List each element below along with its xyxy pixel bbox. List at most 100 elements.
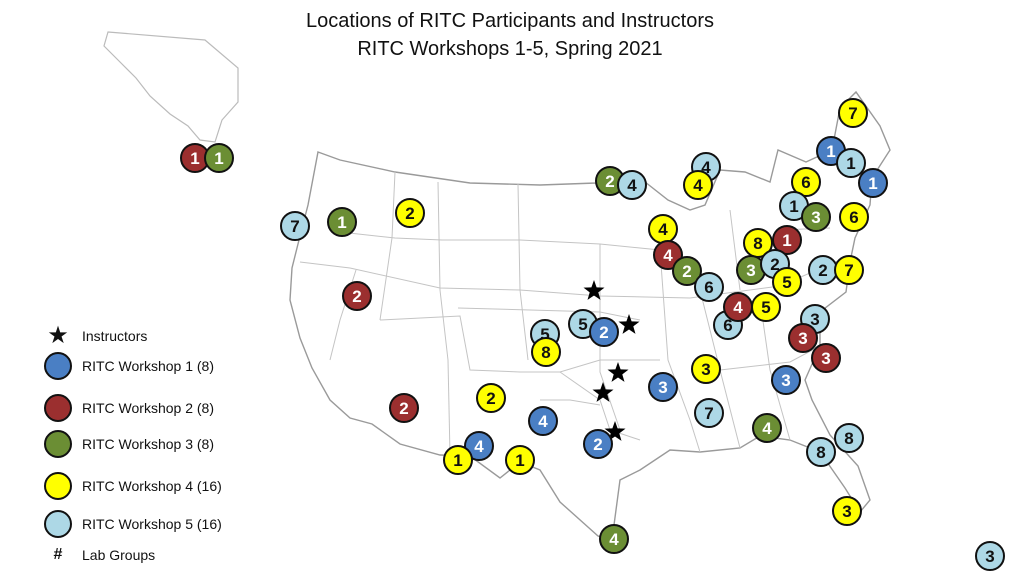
marker-label: 5	[578, 315, 587, 334]
marker-circle	[648, 372, 678, 402]
marker-label: 3	[842, 502, 851, 521]
marker-label: 1	[337, 213, 346, 232]
legend-workshop-5-label: RITC Workshop 5 (16)	[82, 516, 222, 532]
marker-circle	[772, 225, 802, 255]
marker-circle	[327, 207, 357, 237]
participant-marker: 2	[672, 256, 702, 286]
marker-label: 7	[848, 104, 857, 123]
participant-marker: 1	[772, 225, 802, 255]
marker-circle	[751, 292, 781, 322]
map-subtitle: RITC Workshops 1-5, Spring 2021	[357, 38, 663, 60]
legend-lab-groups: # Lab Groups	[44, 546, 156, 564]
marker-label: 3	[658, 378, 667, 397]
marker-label: 1	[453, 451, 462, 470]
workshop-1-swatch	[44, 352, 72, 380]
marker-circle	[589, 317, 619, 347]
marker-label: 2	[352, 287, 361, 306]
legend-workshop-1: RITC Workshop 1 (8)	[44, 352, 214, 380]
marker-label: 5	[540, 325, 549, 344]
participant-marker: 2	[583, 429, 613, 459]
marker-circle	[832, 496, 862, 526]
marker-label: 1	[789, 197, 798, 216]
marker-label: 1	[826, 142, 835, 161]
participant-marker: 7	[834, 255, 864, 285]
participant-marker: 1	[443, 445, 473, 475]
marker-label: 6	[723, 316, 732, 335]
alaska-outline	[103, 31, 239, 143]
marker-circle	[443, 445, 473, 475]
marker-label: 4	[733, 298, 743, 317]
participant-marker: 1	[327, 207, 357, 237]
marker-circle	[772, 267, 802, 297]
participant-marker: 6	[791, 167, 821, 197]
participant-marker: 4	[683, 170, 713, 200]
marker-label: 8	[816, 443, 825, 462]
marker-circle	[204, 143, 234, 173]
marker-circle	[280, 211, 310, 241]
participant-marker: 3	[691, 354, 721, 384]
marker-circle	[683, 170, 713, 200]
instructor-star-icon	[618, 314, 640, 334]
marker-label: 1	[515, 451, 524, 470]
instructor-star-icon	[607, 362, 629, 382]
marker-circle	[806, 437, 836, 467]
map-title: Locations of RITC Participants and Instr…	[306, 10, 714, 32]
participant-marker: 2	[589, 317, 619, 347]
marker-label: 3	[811, 208, 820, 227]
marker-label: 4	[658, 220, 668, 239]
participant-marker: 8	[834, 423, 864, 453]
participant-marker: 4	[648, 214, 678, 244]
participant-marker: 4	[599, 524, 629, 554]
marker-label: 5	[761, 298, 770, 317]
marker-label: 8	[541, 343, 550, 362]
marker-label: 4	[663, 246, 673, 265]
marker-circle	[599, 524, 629, 554]
participant-marker: 7	[694, 398, 724, 428]
marker-circle	[395, 198, 425, 228]
marker-circle	[771, 365, 801, 395]
marker-label: 4	[693, 176, 703, 195]
participant-marker: 3	[832, 496, 862, 526]
marker-label: 7	[704, 404, 713, 423]
participant-marker: 3	[788, 323, 818, 353]
participant-marker: 1	[204, 143, 234, 173]
participant-marker: 7	[838, 98, 868, 128]
marker-label: 4	[701, 158, 711, 177]
participant-marker: 7	[280, 211, 310, 241]
marker-label: 1	[190, 149, 199, 168]
marker-label: 4	[762, 419, 772, 438]
marker-circle	[836, 148, 866, 178]
marker-label: 3	[781, 371, 790, 390]
legend-workshop-3-label: RITC Workshop 3 (8)	[82, 436, 214, 452]
participant-marker: 4	[752, 413, 782, 443]
marker-circle	[694, 272, 724, 302]
participant-marker: 2	[808, 255, 838, 285]
marker-label: 3	[798, 329, 807, 348]
marker-circle	[464, 431, 494, 461]
legend-workshop-5: RITC Workshop 5 (16)	[44, 510, 222, 538]
participant-marker: 6	[839, 202, 869, 232]
participant-marker: 4	[528, 406, 558, 436]
marker-circle	[583, 429, 613, 459]
marker-label: 2	[818, 261, 827, 280]
participant-marker: 1	[180, 143, 210, 173]
participant-marker: 4	[617, 170, 647, 200]
participant-marker: 3	[975, 541, 1005, 571]
participant-marker: 3	[811, 343, 841, 373]
marker-label: 7	[844, 261, 853, 280]
legend-workshop-1-label: RITC Workshop 1 (8)	[82, 358, 214, 374]
legend-workshop-4: RITC Workshop 4 (16)	[44, 472, 222, 500]
marker-circle	[834, 255, 864, 285]
marker-circle	[791, 167, 821, 197]
legend-workshop-2-label: RITC Workshop 2 (8)	[82, 400, 214, 416]
participant-marker: 1	[505, 445, 535, 475]
participant-marker: 2	[476, 383, 506, 413]
marker-circle	[672, 256, 702, 286]
marker-label: 2	[593, 435, 602, 454]
marker-circle	[342, 281, 372, 311]
marker-label: 4	[609, 530, 619, 549]
marker-circle	[788, 323, 818, 353]
marker-circle	[531, 337, 561, 367]
